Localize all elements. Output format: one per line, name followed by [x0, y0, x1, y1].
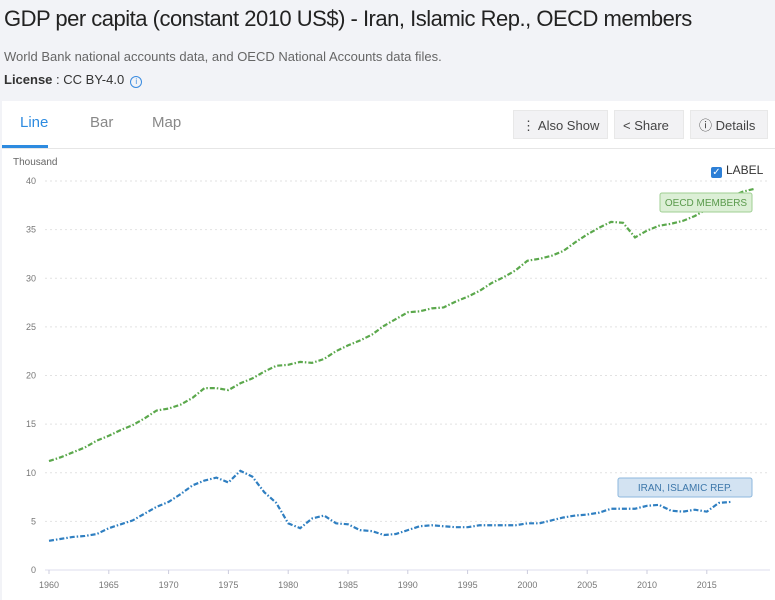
tab-map[interactable]: Map [152, 114, 182, 131]
checkbox-checked-icon: ✓ [711, 167, 722, 178]
series-label: IRAN, ISLAMIC REP. [638, 483, 732, 494]
also-show-button[interactable]: ⋮ Also Show [513, 110, 608, 139]
details-label: Details [715, 118, 756, 133]
x-tick-label: 1990 [398, 580, 418, 590]
also-show-label: Also Show [537, 118, 600, 133]
share-button[interactable]: < Share [614, 110, 684, 139]
y-tick-label: 10 [26, 468, 36, 478]
chart-panel: Line Bar Map ⋮ Also Show < Share ⓘ Detai… [2, 101, 775, 600]
y-tick-label: 25 [26, 322, 36, 332]
x-tick-label: 1960 [39, 580, 59, 590]
series-label-box [659, 192, 753, 213]
x-tick-label: 2015 [697, 580, 717, 590]
y-tick-label: 30 [26, 273, 36, 283]
x-tick-label: 1965 [99, 580, 119, 590]
license-value: : CC BY-4.0 [52, 72, 125, 87]
share-icon: < [623, 118, 635, 133]
share-label: Share [634, 118, 669, 133]
y-tick-label: 35 [26, 225, 36, 235]
tab-line[interactable]: Line [20, 114, 49, 131]
series-label: OECD MEMBERS [665, 198, 748, 209]
tab-bar[interactable]: Bar [90, 114, 114, 131]
active-tab-indicator [2, 145, 48, 148]
y-tick-label: 40 [26, 176, 36, 186]
details-button[interactable]: ⓘ Details [690, 110, 768, 139]
x-tick-label: 1970 [159, 580, 179, 590]
series-line-oecd [48, 187, 755, 463]
y-tick-label: 0 [31, 565, 36, 575]
page-title: GDP per capita (constant 2010 US$) - Ira… [4, 6, 692, 31]
y-tick-label: 5 [31, 516, 36, 526]
license-label: License [4, 72, 53, 87]
y-tick-label: 15 [26, 419, 36, 429]
x-tick-label: 1980 [278, 580, 298, 590]
x-tick-label: 1995 [458, 580, 478, 590]
label-toggle-text: LABEL [726, 163, 764, 177]
x-tick-label: 1985 [338, 580, 358, 590]
info-circle-icon: ⓘ [699, 118, 716, 133]
more-vertical-icon: ⋮ [522, 118, 538, 133]
source-text: World Bank national accounts data, and O… [4, 49, 442, 64]
x-tick-label: 2005 [577, 580, 597, 590]
license: License : CC BY-4.0 i [4, 72, 143, 88]
x-tick-label: 2010 [637, 580, 657, 590]
x-tick-label: 2000 [517, 580, 537, 590]
label-toggle[interactable]: ✓ LABEL [711, 163, 763, 178]
y-tick-label: 20 [26, 371, 36, 381]
series-label-box [617, 477, 753, 498]
info-icon[interactable]: i [130, 76, 143, 88]
chart-tabs: Line Bar Map ⋮ Also Show < Share ⓘ Detai… [2, 101, 775, 149]
y-axis-unit: Thousand [13, 157, 58, 168]
x-tick-label: 1975 [218, 580, 238, 590]
